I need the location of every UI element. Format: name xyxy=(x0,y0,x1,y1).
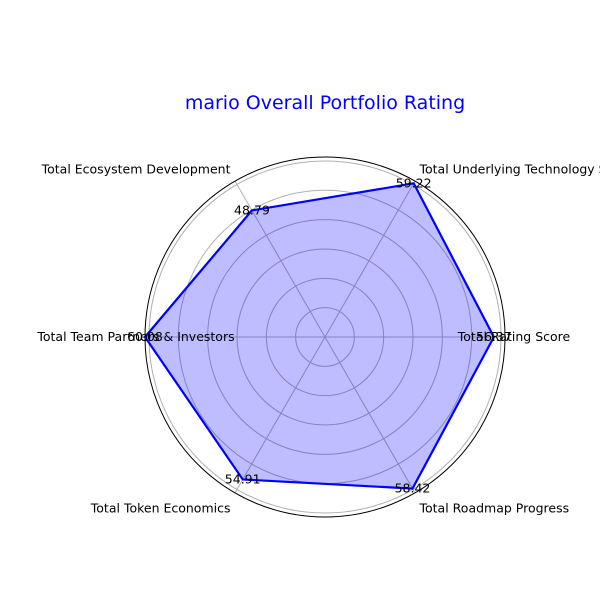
series-area xyxy=(143,182,496,490)
axis-label-4: Total Team Partners & Investors xyxy=(36,329,234,344)
spoke-3 xyxy=(234,180,326,338)
value-label-5: 54.91 xyxy=(225,472,261,487)
axis-label-5: Total Token Economics xyxy=(90,501,231,516)
axis-label-2: Total Underlying Technology Security xyxy=(419,161,600,176)
spoke-5 xyxy=(234,336,326,494)
value-label-2: 59.22 xyxy=(396,175,432,190)
spoke-6 xyxy=(324,336,416,494)
radar-grid xyxy=(144,156,506,518)
value-label-6: 58.42 xyxy=(395,481,431,496)
axis-label-6: Total Roadmap Progress xyxy=(419,501,570,516)
value-label-4: 60.08 xyxy=(127,329,163,344)
value-label-3: 48.79 xyxy=(234,202,270,217)
radar-series xyxy=(143,182,496,490)
value-label-1: 56.37 xyxy=(476,329,512,344)
axis-label-3: Total Ecosystem Development xyxy=(41,161,231,176)
chart-title: mario Overall Portfolio Rating xyxy=(185,92,465,114)
axis-label-1: Total Rating Score xyxy=(457,329,571,344)
spoke-2 xyxy=(324,180,416,338)
radar-labels: Total Rating Score Total Underlying Techn… xyxy=(36,161,600,515)
